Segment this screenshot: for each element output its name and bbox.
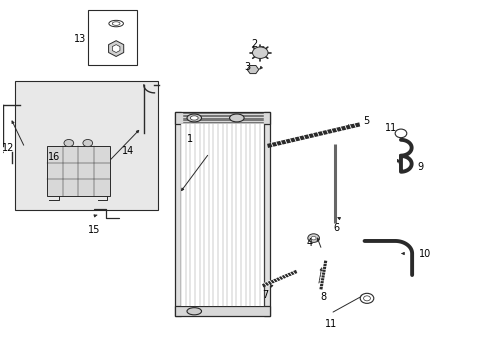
Circle shape <box>363 296 369 301</box>
Text: 15: 15 <box>88 225 101 235</box>
Polygon shape <box>108 41 123 57</box>
Circle shape <box>83 139 92 147</box>
Circle shape <box>360 293 373 303</box>
Bar <box>175 112 181 316</box>
Polygon shape <box>112 45 120 53</box>
Text: 13: 13 <box>74 35 86 44</box>
Text: 11: 11 <box>324 319 336 329</box>
Bar <box>88 10 136 65</box>
Ellipse shape <box>109 20 123 27</box>
Ellipse shape <box>112 22 120 25</box>
Ellipse shape <box>229 114 244 122</box>
Text: 5: 5 <box>362 116 368 126</box>
Text: 7: 7 <box>262 291 268 301</box>
Bar <box>175 112 269 125</box>
Circle shape <box>307 234 319 242</box>
Circle shape <box>64 139 74 147</box>
Text: 12: 12 <box>2 143 14 153</box>
Text: 2: 2 <box>251 40 257 49</box>
Bar <box>15 81 158 211</box>
Circle shape <box>310 236 315 240</box>
Text: 11: 11 <box>385 123 397 133</box>
Polygon shape <box>246 66 258 73</box>
Text: 6: 6 <box>333 224 339 233</box>
Bar <box>175 306 269 316</box>
Text: 3: 3 <box>244 62 250 72</box>
Ellipse shape <box>186 308 201 315</box>
Text: 4: 4 <box>306 238 312 248</box>
Circle shape <box>394 129 406 138</box>
Bar <box>181 125 264 306</box>
Text: 9: 9 <box>416 162 423 172</box>
Text: 1: 1 <box>186 134 193 144</box>
Bar <box>175 306 269 316</box>
Text: 16: 16 <box>48 152 60 162</box>
Ellipse shape <box>190 116 198 120</box>
Bar <box>47 146 110 196</box>
Bar <box>264 112 269 316</box>
Ellipse shape <box>186 114 201 122</box>
Text: 14: 14 <box>122 145 134 156</box>
Circle shape <box>252 47 267 58</box>
Text: 8: 8 <box>320 292 325 302</box>
Text: 10: 10 <box>418 248 430 258</box>
